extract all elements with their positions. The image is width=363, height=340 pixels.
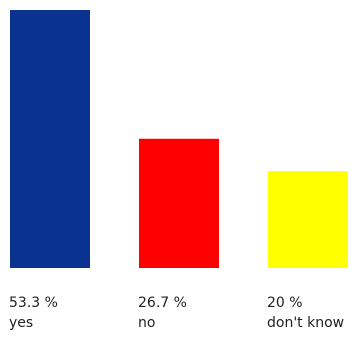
bar-0 (10, 10, 90, 268)
value-label-0: 53.3 % (9, 295, 58, 311)
bars-group (10, 10, 348, 268)
bar-2 (268, 171, 348, 268)
category-label-1: no (138, 315, 155, 331)
category-label-0: yes (9, 315, 33, 331)
category-label-2: don't know (267, 315, 344, 331)
value-label-2: 20 % (267, 295, 303, 311)
value-label-1: 26.7 % (138, 295, 187, 311)
bar-1 (139, 138, 219, 268)
labels-group: 53.3 % yes 26.7 % no 20 % don't know (9, 295, 344, 331)
